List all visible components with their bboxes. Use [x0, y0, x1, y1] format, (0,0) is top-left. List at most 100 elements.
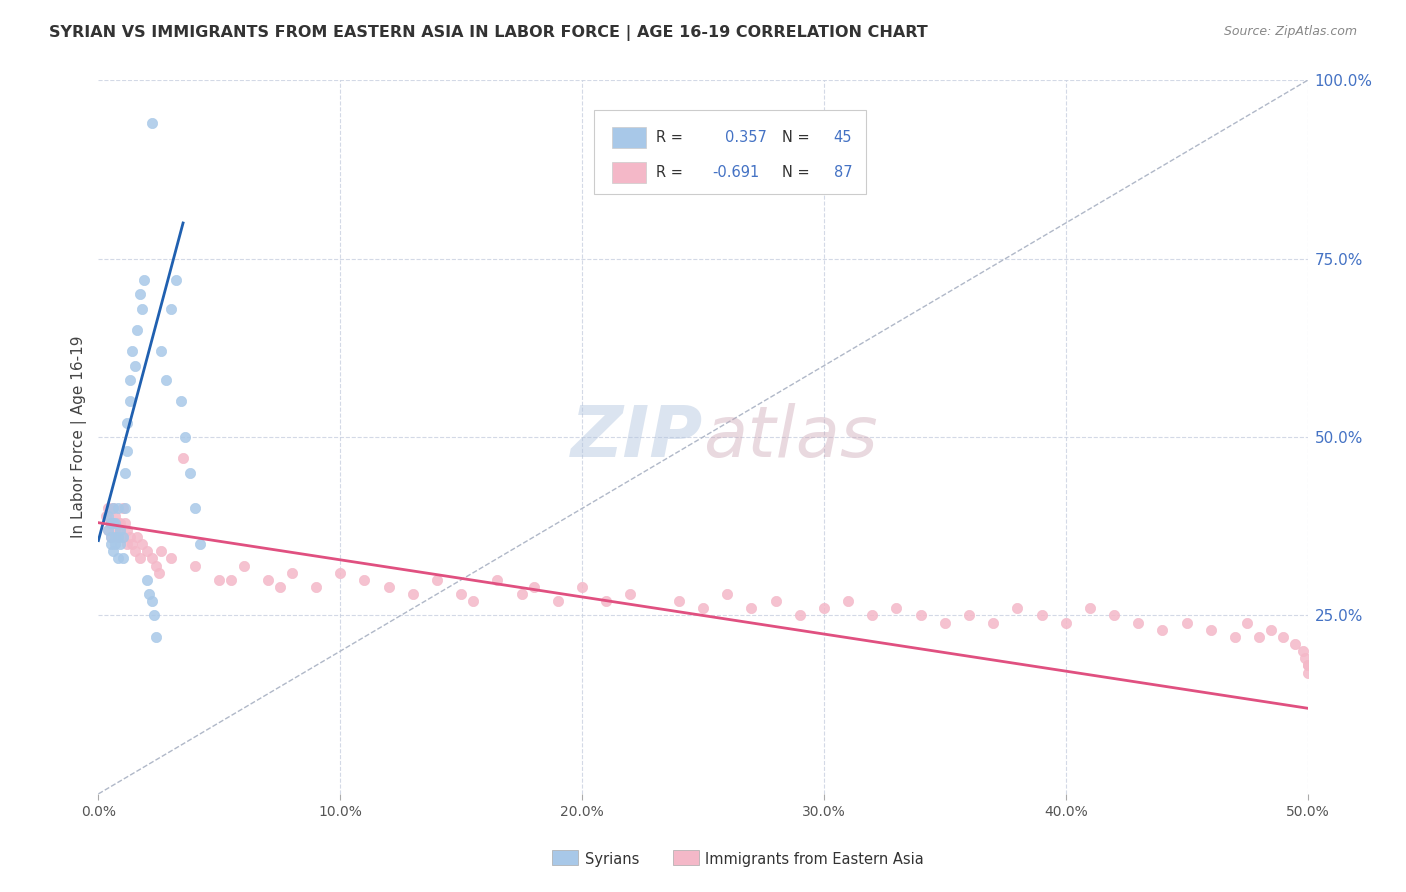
Point: [114, 501, 136, 516]
Point: [740, 601, 762, 615]
Point: [595, 594, 617, 608]
Point: [208, 573, 231, 587]
Point: [134, 273, 156, 287]
Point: [184, 558, 207, 573]
Point: [510, 587, 533, 601]
Point: [118, 373, 141, 387]
Text: 45: 45: [834, 130, 852, 145]
Point: [117, 416, 139, 430]
Point: [1175, 615, 1198, 630]
Point: [124, 544, 146, 558]
Point: [107, 516, 129, 530]
Point: [121, 537, 143, 551]
Text: -0.691: -0.691: [713, 165, 759, 180]
Point: [104, 523, 127, 537]
FancyBboxPatch shape: [613, 127, 647, 148]
Point: [160, 301, 183, 316]
Point: [188, 537, 211, 551]
Point: [150, 344, 173, 359]
Point: [148, 566, 170, 580]
Point: [1249, 630, 1271, 644]
Point: [860, 608, 883, 623]
Point: [101, 544, 124, 558]
Point: [100, 516, 122, 530]
Point: [1199, 623, 1222, 637]
Point: [1128, 615, 1150, 630]
Point: [107, 530, 129, 544]
Point: [108, 516, 131, 530]
Point: [1296, 658, 1319, 673]
Point: [547, 594, 569, 608]
Point: [172, 451, 194, 466]
Point: [107, 501, 129, 516]
FancyBboxPatch shape: [672, 849, 699, 865]
Point: [1007, 601, 1029, 615]
Point: [523, 580, 546, 594]
Point: [981, 615, 1004, 630]
Point: [108, 537, 131, 551]
Text: SYRIAN VS IMMIGRANTS FROM EASTERN ASIA IN LABOR FORCE | AGE 16-19 CORRELATION CH: SYRIAN VS IMMIGRANTS FROM EASTERN ASIA I…: [49, 25, 928, 41]
Point: [256, 573, 278, 587]
Point: [174, 430, 197, 444]
Point: [402, 587, 425, 601]
Point: [101, 501, 124, 516]
Point: [571, 580, 593, 594]
Point: [716, 587, 738, 601]
Point: [100, 530, 122, 544]
Point: [1031, 608, 1053, 623]
Point: [1236, 615, 1258, 630]
Point: [111, 551, 134, 566]
Point: [160, 551, 183, 566]
Point: [269, 580, 291, 594]
Point: [135, 544, 157, 558]
Point: [1284, 637, 1306, 651]
Point: [104, 537, 127, 551]
FancyBboxPatch shape: [551, 849, 578, 865]
Point: [1296, 658, 1319, 673]
Text: R =: R =: [655, 130, 688, 145]
Point: [97, 501, 120, 516]
Point: [143, 608, 166, 623]
Point: [121, 344, 143, 359]
Point: [127, 530, 149, 544]
Point: [124, 359, 146, 373]
Point: [104, 516, 127, 530]
Point: [486, 573, 509, 587]
Point: [184, 501, 207, 516]
Point: [111, 530, 134, 544]
Point: [150, 544, 173, 558]
Point: [117, 444, 139, 458]
Point: [1152, 623, 1174, 637]
Point: [426, 573, 449, 587]
Point: [668, 594, 690, 608]
Point: [108, 523, 131, 537]
Point: [101, 516, 124, 530]
Point: [789, 608, 811, 623]
Point: [141, 116, 163, 130]
Point: [1102, 608, 1125, 623]
Point: [934, 615, 956, 630]
FancyBboxPatch shape: [613, 161, 647, 183]
Point: [117, 523, 139, 537]
Point: [108, 523, 131, 537]
Point: [179, 466, 201, 480]
Point: [165, 273, 187, 287]
Point: [94, 508, 117, 523]
Point: [114, 466, 136, 480]
Point: [886, 601, 908, 615]
Point: [118, 394, 141, 409]
Point: [1294, 651, 1316, 665]
Text: 0.357: 0.357: [724, 130, 766, 145]
Point: [141, 551, 163, 566]
Point: [100, 516, 122, 530]
Point: [128, 287, 150, 301]
Text: Source: ZipAtlas.com: Source: ZipAtlas.com: [1223, 25, 1357, 38]
Point: [1078, 601, 1101, 615]
Point: [104, 530, 127, 544]
Text: Syrians: Syrians: [585, 853, 638, 867]
Text: ZIP: ZIP: [571, 402, 703, 472]
Text: 87: 87: [834, 165, 852, 180]
Point: [1223, 630, 1246, 644]
Point: [138, 587, 160, 601]
Point: [131, 537, 153, 551]
